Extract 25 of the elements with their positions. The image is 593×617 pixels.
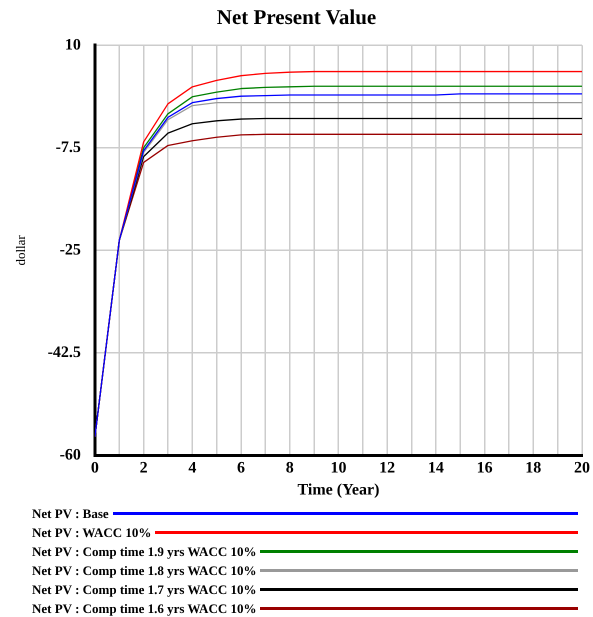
y-tick-label: -25 <box>60 242 81 259</box>
x-tick-label: 20 <box>574 459 590 476</box>
y-axis-title: dollar <box>13 234 28 266</box>
x-tick-label: 10 <box>330 459 346 476</box>
x-tick-label: 18 <box>525 459 542 476</box>
y-tick-label: 10 <box>64 36 81 54</box>
legend-label: Net PV : WACC 10% <box>32 524 152 540</box>
x-tick-label: 4 <box>188 459 196 476</box>
y-tick-label: -42.5 <box>48 344 81 362</box>
y-tick-label: -7.5 <box>56 138 81 156</box>
x-tick-label: 16 <box>476 459 493 476</box>
legend-label: Net PV : Comp time 1.7 yrs WACC 10% <box>32 582 258 598</box>
x-tick-label: 6 <box>237 459 246 476</box>
legend-label: Net PV : Comp time 1.9 yrs WACC 10% <box>32 544 258 560</box>
legend-label: Net PV : Base <box>32 506 110 522</box>
legend-label: Net PV : Comp time 1.8 yrs WACC 10% <box>32 562 258 578</box>
x-tick-label: 0 <box>90 459 99 476</box>
x-tick-label: 14 <box>428 459 444 476</box>
chart-title: Net Present Value <box>216 5 376 30</box>
x-tick-label: 2 <box>140 459 148 476</box>
y-tick-label: -60 <box>60 446 81 464</box>
x-tick-label: 8 <box>286 459 294 476</box>
x-tick-label: 12 <box>379 459 396 476</box>
x-axis-title: Time (Year) <box>298 482 380 499</box>
legend-label: Net PV : Comp time 1.6 yrs WACC 10% <box>32 600 258 616</box>
